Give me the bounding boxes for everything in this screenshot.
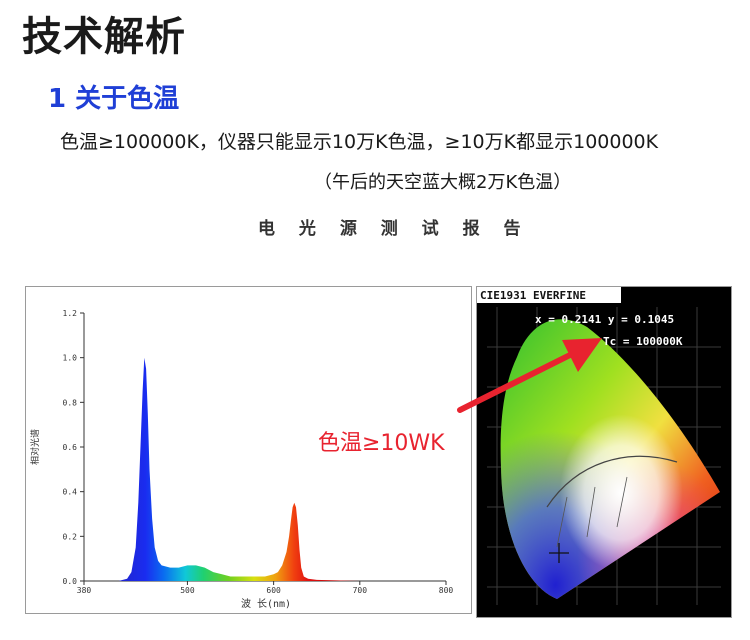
y-tick-label: 1.0 [63, 354, 78, 363]
x-tick-label: 600 [266, 586, 281, 595]
cie-xy-readout: x = 0.2141 y = 0.1045 [535, 313, 674, 326]
x-axis-label: 波 长(nm) [241, 597, 291, 610]
y-tick-label: 1.2 [63, 309, 78, 318]
y-tick-label: 0.6 [63, 443, 78, 452]
spectrum-chart: 380 500 600 700 800 0.0 0.2 0.4 0.6 0.8 1.0 1.2 相对光… [29, 309, 454, 610]
x-tick-label: 500 [180, 586, 195, 595]
y-tick-label: 0.0 [63, 577, 78, 586]
cie-header: CIE1931 EVERFINE [480, 289, 586, 302]
y-tick-label: 0.4 [63, 488, 78, 497]
y-axis-label: 相对光谱 [29, 429, 41, 465]
cie-diagram-panel: CIE1931 EVERFINE x = 0.2141 y = 0.1045 T… [476, 286, 732, 618]
explanation-line: 色温≥100000K，仪器只能显示10万K色温，≥10万K都显示100000K [60, 131, 659, 153]
page-title: 技术解析 [22, 14, 186, 60]
y-tick-label: 0.2 [63, 532, 78, 541]
cie-chromaticity-diagram: CIE1931 EVERFINE x = 0.2141 y = 0.1045 T… [477, 287, 721, 605]
section-heading: 1 关于色温 [48, 84, 180, 114]
chromaticity-marker [549, 543, 569, 563]
x-tick-label: 800 [439, 586, 454, 595]
y-tick-label: 0.8 [63, 398, 78, 407]
spectrum-chart-panel: 380 500 600 700 800 0.0 0.2 0.4 0.6 0.8 1.0 1.2 相对光… [25, 286, 472, 614]
planckian-locus [546, 455, 678, 508]
x-tick-label: 700 [353, 586, 368, 595]
x-tick-label: 380 [77, 586, 92, 595]
cie-tc-readout: Tc = 100000K [603, 335, 683, 348]
color-temp-annotation: 色温≥10WK [318, 431, 445, 456]
report-title: 电 光 源 测 试 报 告 [258, 219, 530, 239]
explanation-note: （午后的天空蓝大概2万K色温） [314, 172, 572, 193]
